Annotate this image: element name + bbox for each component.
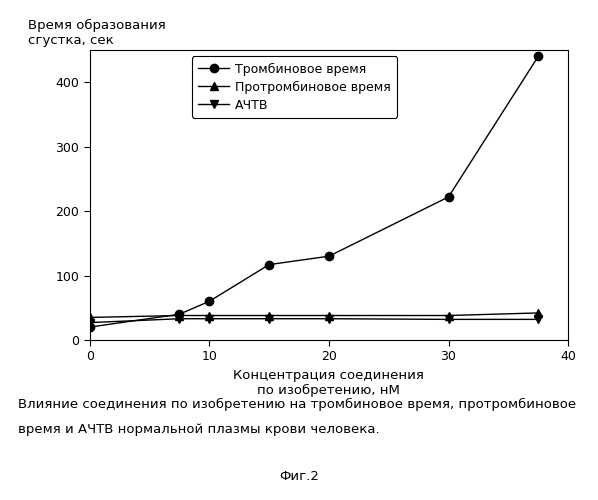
Тромбиновое время — [176, 311, 183, 317]
Line: Тромбиновое время: Тромбиновое время — [86, 52, 542, 332]
Text: Время образования
сгустка, сек: Время образования сгустка, сек — [28, 19, 165, 47]
Line: АЧТВ: АЧТВ — [86, 314, 542, 327]
АЧТВ — [176, 316, 183, 322]
Протромбиновое время — [86, 314, 93, 320]
Тромбиновое время — [86, 324, 93, 330]
Line: Протромбиновое время: Протромбиновое время — [86, 309, 542, 322]
Тромбиновое время — [206, 298, 213, 304]
Тромбиновое время — [445, 194, 452, 200]
АЧТВ — [535, 316, 542, 322]
X-axis label: Концентрация соединения
по изобретению, нМ: Концентрация соединения по изобретению, … — [233, 369, 425, 397]
Legend: Тромбиновое время, Протромбиновое время, АЧТВ: Тромбиновое время, Протромбиновое время,… — [191, 56, 398, 118]
АЧТВ — [86, 320, 93, 326]
Text: время и АЧТВ нормальной плазмы крови человека.: время и АЧТВ нормальной плазмы крови чел… — [18, 422, 380, 436]
Протромбиновое время — [266, 312, 273, 318]
Протромбиновое время — [325, 312, 332, 318]
Протромбиновое время — [176, 312, 183, 318]
Text: Влияние соединения по изобретению на тромбиновое время, протромбиновое: Влияние соединения по изобретению на тро… — [18, 398, 576, 410]
Text: Фиг.2: Фиг.2 — [279, 470, 319, 483]
Тромбиновое время — [325, 253, 332, 259]
Протромбиновое время — [206, 312, 213, 318]
Тромбиновое время — [266, 262, 273, 268]
Протромбиновое время — [445, 312, 452, 318]
АЧТВ — [445, 316, 452, 322]
АЧТВ — [266, 316, 273, 322]
Протромбиновое время — [535, 310, 542, 316]
АЧТВ — [206, 316, 213, 322]
Тромбиновое время — [535, 54, 542, 60]
АЧТВ — [325, 316, 332, 322]
